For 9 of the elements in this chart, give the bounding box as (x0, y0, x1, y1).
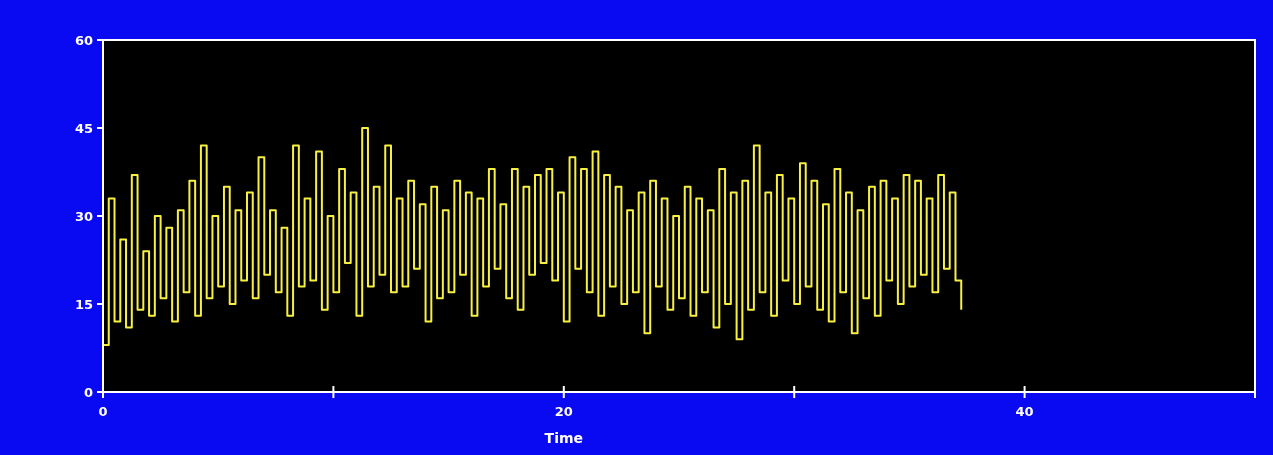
y-tick-label: 0 (83, 384, 93, 400)
x-axis-title: Time (544, 430, 584, 446)
y-tick-label: 45 (74, 120, 93, 136)
x-tick-label: 20 (554, 404, 573, 419)
x-tick-label: 40 (1015, 404, 1034, 419)
y-tick-label: 15 (74, 296, 93, 312)
y-tick-label: 30 (74, 208, 93, 224)
y-tick-label: 60 (74, 32, 93, 48)
x-tick-label: 0 (98, 404, 108, 419)
